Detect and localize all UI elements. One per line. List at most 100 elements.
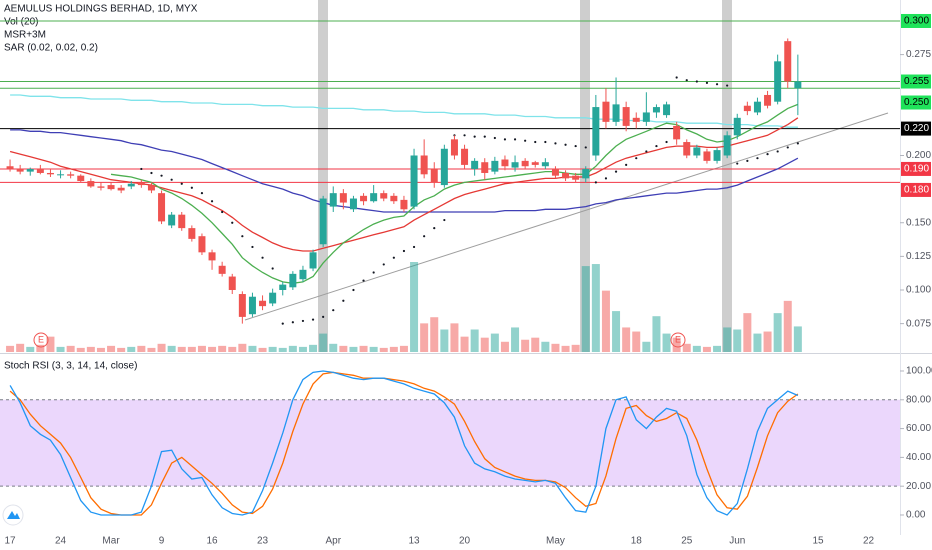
candle-body xyxy=(178,214,186,229)
candle-body xyxy=(430,168,438,183)
candle-body xyxy=(602,101,610,122)
volume-bar xyxy=(76,347,85,352)
volume-bar xyxy=(197,345,206,352)
candle-body xyxy=(259,300,267,307)
volume-bar xyxy=(187,346,196,352)
sar-dot xyxy=(342,299,345,302)
candle-body xyxy=(137,182,145,186)
logo[interactable] xyxy=(2,504,24,526)
sar-dot xyxy=(625,163,628,167)
volume-bar xyxy=(783,300,792,352)
volume-bar xyxy=(147,347,156,352)
volume-bar xyxy=(571,344,580,352)
candle-body xyxy=(511,162,519,168)
level-tag-label: 0.220 xyxy=(904,123,929,134)
candle-body xyxy=(642,112,650,122)
candle-body xyxy=(673,125,681,140)
y-tick-label: 100.00 xyxy=(906,366,932,377)
volume-bar xyxy=(329,343,338,352)
candle-body xyxy=(420,155,428,175)
volume-bar xyxy=(177,346,186,352)
candle-body xyxy=(46,172,54,175)
volume-bar xyxy=(561,345,570,352)
sar-dot xyxy=(392,256,395,259)
level-tag-label: 0.190 xyxy=(904,164,929,175)
candle-body xyxy=(299,269,307,280)
sar-dot xyxy=(221,210,224,214)
volume-bar xyxy=(410,262,419,352)
volume-bar xyxy=(763,331,772,352)
sar-dot xyxy=(241,235,244,238)
sar-dot xyxy=(746,159,749,162)
sar-dot xyxy=(766,153,769,156)
volume-bar xyxy=(137,345,146,352)
candle-body xyxy=(127,183,135,187)
candle-body xyxy=(309,252,317,269)
volume-bar xyxy=(642,341,651,352)
candle-body xyxy=(67,174,75,176)
candle-body xyxy=(228,276,236,290)
trend-line xyxy=(244,112,889,321)
candle-body xyxy=(208,252,216,261)
candle-body xyxy=(471,160,479,169)
sar-dot xyxy=(574,144,577,148)
x-tick-label: 9 xyxy=(159,536,165,547)
volume-bar xyxy=(773,313,782,352)
volume-bar xyxy=(682,343,691,352)
candle-body xyxy=(168,214,176,226)
candle-body xyxy=(622,107,630,126)
y-tick-label: 0.200 xyxy=(906,150,931,161)
volume-bar xyxy=(470,329,479,352)
moving-average-line xyxy=(10,94,798,128)
y-tick-label: 0.075 xyxy=(906,318,931,329)
x-tick-label: 20 xyxy=(459,536,471,547)
earnings-text: E xyxy=(38,334,44,344)
sar-dot xyxy=(150,171,153,175)
volume-bar xyxy=(36,344,45,352)
level-tag xyxy=(901,182,931,197)
volume-bar xyxy=(46,336,55,352)
sar-dot xyxy=(695,80,698,83)
sar-dot xyxy=(594,181,597,184)
sar-dot xyxy=(715,83,719,86)
sar-dot xyxy=(614,170,618,173)
volume-bar xyxy=(379,347,388,352)
candle-body xyxy=(390,195,398,202)
sar-dot xyxy=(281,322,284,325)
sar-dot xyxy=(311,318,315,321)
candle-body xyxy=(774,61,782,102)
volume-bar xyxy=(511,327,520,352)
candle-body xyxy=(723,135,731,156)
candle-body xyxy=(279,284,287,290)
sar-dot xyxy=(524,139,527,142)
candle-body xyxy=(632,117,640,122)
sar-dot xyxy=(423,235,426,238)
y-tick-label: 0.150 xyxy=(906,217,931,228)
volume-bar xyxy=(117,347,126,352)
volume-bar xyxy=(702,346,711,352)
indicator-label: MSR+3M xyxy=(4,30,46,41)
candle-body xyxy=(26,168,34,172)
volume-bar xyxy=(248,345,257,352)
candle-body xyxy=(349,198,357,210)
candle-body xyxy=(117,187,125,191)
sar-dot xyxy=(190,186,193,189)
candle-body xyxy=(562,172,570,179)
highlight-band xyxy=(722,0,732,352)
x-tick-label: May xyxy=(546,536,565,547)
logo-mark xyxy=(7,511,20,519)
level-tag xyxy=(901,161,931,176)
sar-dot xyxy=(503,138,507,141)
sar-dot xyxy=(291,321,294,324)
x-tick-label: 18 xyxy=(631,536,643,547)
stoch-d-line xyxy=(9,371,799,516)
sar-dot xyxy=(665,140,668,144)
volume-bar xyxy=(309,344,318,352)
volume-bar xyxy=(652,316,661,352)
level-tag-label: 0.180 xyxy=(904,185,929,196)
volume-bar xyxy=(500,341,509,352)
indicator-label: SAR (0.02, 0.02, 0.2) xyxy=(4,43,98,54)
volume-bar xyxy=(86,346,95,352)
level-tag-label: 0.255 xyxy=(904,76,929,87)
